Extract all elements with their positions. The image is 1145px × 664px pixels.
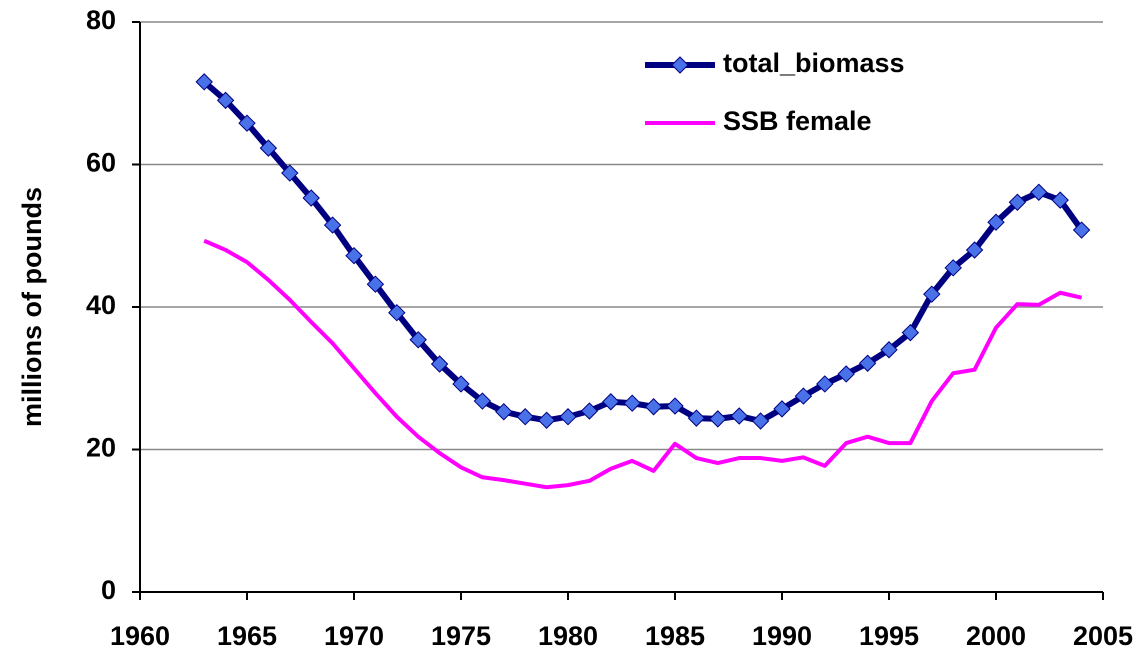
- marker: [1008, 193, 1027, 211]
- marker: [452, 375, 470, 393]
- marker: [730, 407, 748, 425]
- y-tick-label: 20: [86, 433, 116, 463]
- marker: [345, 246, 363, 265]
- marker: [794, 387, 813, 405]
- marker: [216, 91, 235, 110]
- marker: [602, 393, 620, 411]
- x-tick-label: 1985: [645, 621, 705, 651]
- marker: [965, 241, 984, 259]
- marker: [388, 303, 406, 322]
- marker: [923, 285, 941, 303]
- x-tick-label: 1975: [431, 621, 491, 651]
- marker: [858, 354, 877, 372]
- marker: [751, 412, 770, 430]
- y-tick-label: 40: [86, 290, 116, 320]
- marker: [880, 341, 898, 359]
- marker: [537, 411, 556, 429]
- marker: [644, 398, 663, 416]
- marker: [473, 392, 492, 410]
- marker: [944, 259, 962, 277]
- marker: [430, 355, 449, 373]
- marker: [687, 409, 706, 427]
- x-tick-label: 2005: [1073, 621, 1133, 651]
- series-line: [202, 79, 1085, 424]
- legend-marker: [671, 56, 689, 74]
- marker: [816, 375, 834, 393]
- marker: [1072, 221, 1091, 239]
- marker: [559, 408, 577, 426]
- x-tick-label: 2000: [966, 621, 1026, 651]
- marker: [1051, 191, 1069, 209]
- series-line: [203, 238, 1083, 490]
- marker: [837, 365, 855, 383]
- marker: [773, 400, 791, 418]
- marker: [495, 403, 513, 421]
- marker: [281, 164, 299, 182]
- legend-label: total_biomass: [723, 48, 905, 78]
- marker: [302, 189, 320, 207]
- marker: [580, 402, 599, 420]
- marker: [987, 213, 1005, 231]
- legend-label: SSB female: [723, 106, 872, 136]
- x-tick-label: 1980: [538, 621, 598, 651]
- y-tick-label: 80: [86, 5, 116, 35]
- x-tick-label: 1995: [859, 621, 919, 651]
- marker: [238, 114, 256, 132]
- x-tick-label: 1970: [324, 621, 384, 651]
- marker: [516, 408, 534, 426]
- marker: [1030, 183, 1048, 201]
- y-tick-label: 0: [101, 575, 116, 605]
- marker: [623, 394, 641, 412]
- x-tick-label: 1990: [752, 621, 812, 651]
- marker: [709, 410, 727, 428]
- marker: [323, 216, 342, 234]
- marker: [901, 323, 920, 342]
- marker: [195, 73, 213, 91]
- y-axis-label: millions of pounds: [17, 187, 47, 427]
- marker: [666, 397, 684, 415]
- x-tick-label: 1965: [217, 621, 277, 651]
- marker: [259, 139, 278, 157]
- marker: [366, 275, 385, 293]
- marker: [409, 331, 427, 349]
- x-tick-label: 1960: [110, 621, 170, 651]
- y-tick-label: 60: [86, 148, 116, 178]
